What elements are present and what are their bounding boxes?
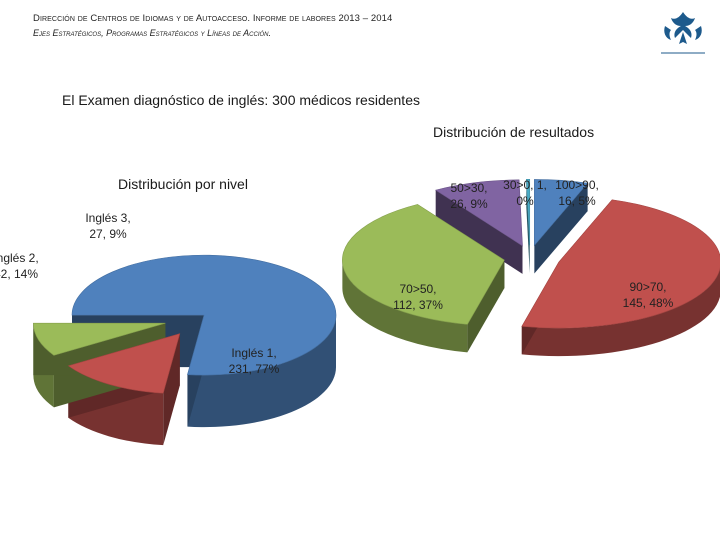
- main-title: El Examen diagnóstico de inglés: 300 méd…: [62, 92, 420, 108]
- pie-slice-side: [342, 260, 468, 353]
- university-logo-icon: [661, 12, 705, 54]
- data-label: Inglés 3, 27, 9%: [85, 211, 130, 241]
- chart-1-title: Distribución por nivel: [118, 176, 248, 192]
- pie-slice-side: [521, 268, 720, 357]
- pie-slice-Inglés 2: [67, 333, 181, 394]
- pie-slice-wall: [526, 179, 530, 274]
- data-label: 100>90, 16, 5%: [555, 178, 599, 208]
- pie-slice-100>90: [534, 179, 589, 247]
- pie-slice-wall: [435, 190, 523, 274]
- pie-slice-wall: [534, 183, 588, 274]
- header-line-1: Dirección de Centros de Idiomas y de Aut…: [33, 13, 393, 24]
- pie-chart-1: Inglés 1,231, 77% Inglés 2,42, 14% Inglés …: [0, 211, 337, 446]
- pie-slice-90>70: [521, 199, 720, 329]
- pie-slice-Inglés 3: [33, 322, 166, 356]
- header-line-2: Ejes Estratégicos, Programas Estratégico…: [33, 28, 271, 38]
- data-label: Inglés 1, 231, 77%: [229, 346, 280, 376]
- pie-slice-30>0: [526, 178, 531, 246]
- data-label: Inglés 2,42, 14%: [0, 251, 39, 281]
- data-label: 90>70, 145, 48%: [623, 280, 674, 310]
- data-label: 70>50, 112, 37%: [393, 282, 443, 312]
- pie-slice-50>30: [434, 179, 523, 247]
- data-label: 30>0, 1, 0%: [503, 178, 547, 208]
- pie-slice-70>50: [342, 204, 505, 325]
- pie-slice-wall: [467, 260, 505, 353]
- data-label: 50>30, 26, 9%: [450, 181, 488, 211]
- pie-chart-2: 100>90, 16, 5% 90>70, 145, 48% 70>50, 112, 37…: [342, 178, 720, 357]
- pie-slice-side: [187, 315, 337, 428]
- pie-slice-Inglés 1: [71, 254, 337, 376]
- chart-2-title: Distribución de resultados: [433, 124, 595, 140]
